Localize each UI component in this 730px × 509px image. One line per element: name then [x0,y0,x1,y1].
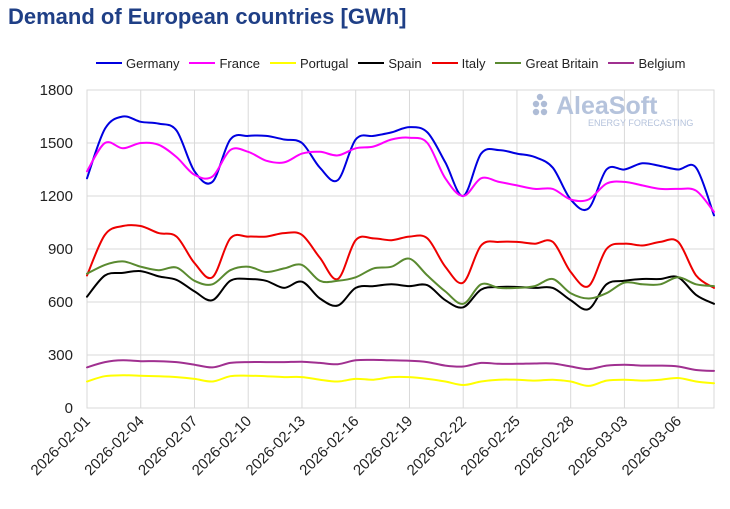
legend-item-spain: Spain [358,55,422,71]
watermark-brand: AleaSoft [556,92,658,120]
legend-item-belgium: Belgium [608,56,685,71]
series-line-great-britain [86,257,715,305]
plot-area [86,89,715,409]
legend-item-portugal: Portugal [269,55,349,71]
y-tick-label: 900 [48,241,73,258]
y-tick-label: 1800 [40,82,73,99]
y-tick-label: 1500 [40,135,73,152]
logo-dot [532,108,540,116]
legend-swatch [431,62,458,64]
legend-label: Great Britain [525,55,599,71]
y-tick-label: 600 [48,294,73,311]
legend-swatch [269,62,296,64]
logo-dot [536,93,544,101]
legend-label: Belgium [638,55,686,71]
y-tick-label: 300 [48,347,73,364]
chart-legend: Germany France Portugal Spain Italy Great Bri… [96,54,695,72]
watermark-tagline: ENERGY FORECASTING [588,118,693,128]
legend-label: Spain [388,55,422,71]
y-tick-label: 0 [65,400,73,417]
legend-item-great-britain: Great Britain [495,56,598,71]
legend-item-germany: Germany [96,56,179,71]
legend-label: Italy [461,55,486,71]
series-line-portugal [86,374,715,387]
legend-label: Germany [126,55,180,71]
legend-swatch [189,62,216,64]
series-line-france [86,136,715,213]
legend-label: France [219,55,260,71]
series-line-belgium [86,358,715,372]
series-line-germany [86,115,715,217]
series-line-spain [86,269,715,311]
chart-title: Demand of European countries [GWh] [8,4,407,29]
legend-item-france: France [189,55,260,71]
legend-swatch [495,62,522,64]
series-line-italy [86,224,715,289]
logo-dot [540,108,548,116]
logo-dot [540,100,548,108]
legend-swatch [358,62,385,64]
legend-label: Portugal [299,55,349,71]
legend-swatch [96,62,122,64]
logo-dot [532,100,540,108]
legend-swatch [608,62,635,64]
y-tick-label: 1200 [40,188,73,205]
legend-item-italy: Italy [431,55,486,71]
